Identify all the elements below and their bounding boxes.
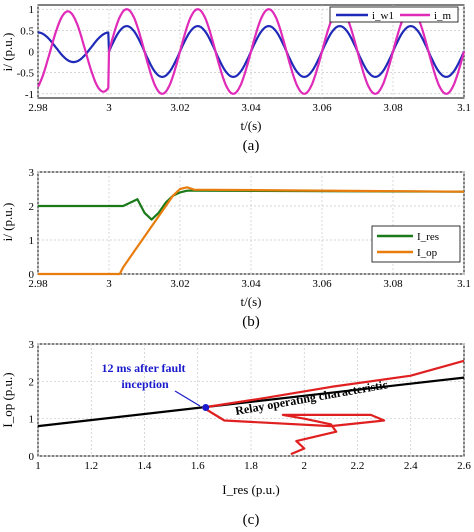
caption-c: (c): [243, 512, 260, 528]
y-tick-label: 0: [29, 47, 35, 59]
x-ticks-b: 2.98 3 3.02 3.04 3.06 3.08 3.1: [28, 278, 471, 290]
annotation-line-1: 12 ms after fault: [101, 361, 185, 375]
x-ticks-c: 1 1.2 1.4 1.6 1.8 2 2.2 2.4 2.6: [35, 460, 471, 472]
y-tick-label: 0: [29, 269, 35, 281]
x-tick-label: 1.6: [191, 460, 205, 472]
x-tick-label: 1.2: [84, 460, 98, 472]
x-tick-label: 2.98: [28, 278, 48, 290]
lines-c: [37, 359, 465, 456]
x-axis-label-b: t/(s): [241, 294, 262, 309]
y-ticks-b: 3 2 1 0: [29, 167, 35, 281]
y-tick-label: 0.5: [20, 25, 34, 37]
legend-box-b: [371, 225, 461, 263]
series-line-I_op: [38, 186, 465, 276]
x-tick-label: 3.08: [383, 278, 403, 290]
grid-c: [37, 343, 465, 457]
x-tick-label: 1.8: [244, 460, 258, 472]
legend-label-iop: I_op: [417, 247, 438, 259]
annotation-arrow: [174, 390, 201, 407]
caption-a: (a): [243, 138, 260, 154]
y-tick-label: -1: [25, 89, 34, 101]
x-tick-label: 3.04: [241, 102, 261, 114]
series-line-I_res: [38, 189, 465, 221]
y-tick-label: 0: [29, 451, 35, 463]
y-ticks-a: 1 0.5 0 -0.5 -1: [17, 4, 35, 101]
y-tick-label: 3: [29, 339, 35, 351]
y-tick-label: 2: [29, 201, 35, 213]
y-axis-label-b: i/ (p.u.): [0, 203, 15, 242]
y-axis-label-a: i/ (p.u.): [0, 33, 15, 72]
legend-b: I_res I_op: [371, 225, 461, 263]
x-tick-label: 2.2: [351, 460, 365, 472]
series-line-line-1: [202, 359, 465, 456]
lines-a: [37, 8, 466, 95]
fault-marker-point: [202, 403, 210, 411]
y-tick-label: -0.5: [17, 68, 35, 80]
x-tick-label: 3.06: [312, 102, 332, 114]
x-tick-label: 2: [302, 460, 308, 472]
legend-label-iw1: i_w1: [372, 10, 394, 22]
y-tick-label: 1: [29, 4, 35, 16]
y-tick-label: 1: [29, 414, 35, 426]
x-tick-label: 3.04: [241, 278, 261, 290]
x-tick-label: 3.08: [383, 102, 403, 114]
panel-a: 2.98 3 3.02 3.04 3.06 3.08 3.1 1 0.5 0 -0.5 -1 i/ …: [0, 4, 471, 154]
x-tick-label: 1.4: [138, 460, 152, 472]
annotation-text: 12 ms after fault inception: [101, 361, 188, 391]
x-tick-label: 3.1: [457, 102, 471, 114]
y-tick-label: 1: [29, 235, 35, 247]
x-tick-label: 3.02: [170, 102, 189, 114]
legend-label-ires: I_res: [417, 231, 439, 243]
x-tick-label: 1: [35, 460, 41, 472]
legend-box-a: [329, 6, 459, 23]
x-tick-label: 3.1: [457, 278, 471, 290]
x-tick-label: 3.06: [312, 278, 332, 290]
x-ticks-a: 2.98 3 3.02 3.04 3.06 3.08 3.1: [28, 102, 471, 114]
x-axis-label-a: t/(s): [241, 118, 262, 133]
x-tick-label: 2.6: [457, 460, 471, 472]
y-axis-label-c: I_op (p.u.): [0, 372, 15, 427]
x-tick-label: 3.02: [170, 278, 189, 290]
grid-b: [37, 171, 465, 275]
x-tick-label: 3: [106, 278, 112, 290]
y-tick-label: 2: [29, 376, 35, 388]
y-tick-label: 3: [29, 167, 35, 179]
legend-label-im: i_m: [434, 10, 452, 22]
caption-b: (b): [242, 314, 260, 330]
series-line-i_m: [37, 8, 466, 95]
series-line-line-0: [37, 376, 465, 428]
x-tick-label: 3: [106, 102, 112, 114]
y-ticks-c: 3 2 1 0: [29, 339, 35, 463]
x-tick-label: 2.98: [28, 102, 48, 114]
x-axis-label-c: I_res (p.u.): [222, 482, 279, 497]
x-tick-label: 2.4: [404, 460, 418, 472]
annotation-line-2: inception: [121, 377, 169, 391]
lines-b: [38, 186, 465, 276]
legend-a: i_w1 i_m: [329, 6, 459, 23]
